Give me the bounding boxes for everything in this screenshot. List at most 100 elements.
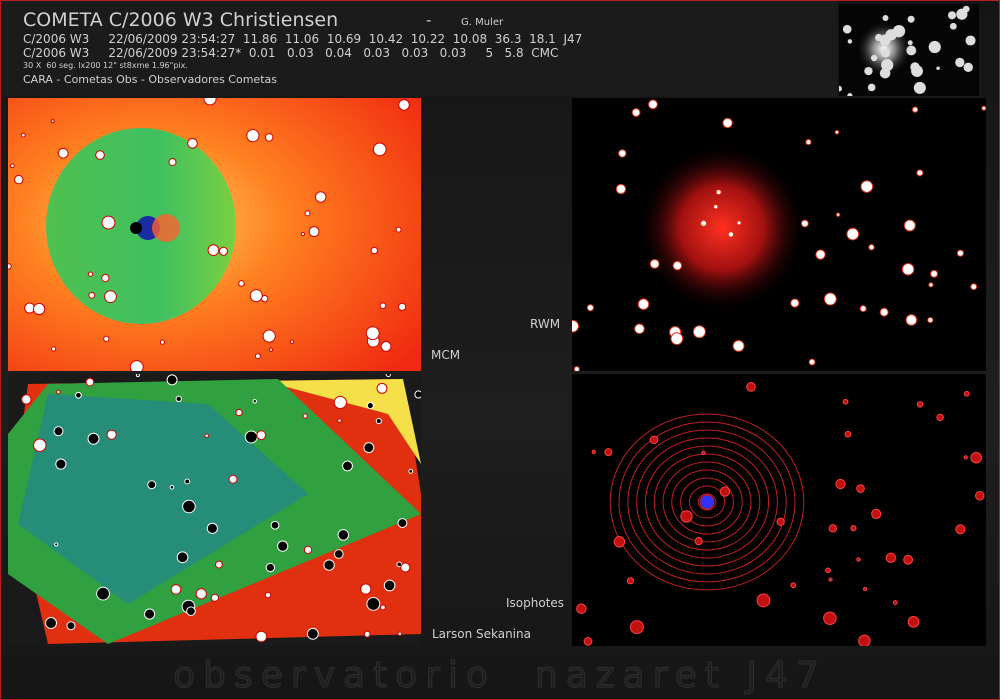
star: [244, 430, 258, 444]
star: [228, 474, 238, 484]
panel-label: Isophotes: [506, 596, 565, 610]
star: [586, 304, 594, 312]
star: [66, 621, 76, 631]
star: [963, 455, 968, 460]
star: [379, 302, 387, 310]
star: [249, 289, 263, 303]
star: [879, 34, 891, 46]
star: [828, 577, 833, 582]
star: [963, 390, 970, 397]
star: [395, 226, 402, 233]
star: [892, 600, 898, 606]
star: [680, 510, 693, 523]
star: [106, 429, 117, 440]
star: [847, 93, 853, 96]
separator: -: [426, 11, 432, 29]
star: [870, 54, 878, 62]
star: [906, 45, 917, 56]
star: [372, 142, 387, 157]
star: [414, 390, 421, 399]
star: [246, 129, 260, 143]
star: [903, 219, 916, 232]
star: [936, 66, 940, 70]
star: [264, 591, 272, 599]
star: [168, 158, 177, 167]
star: [844, 430, 852, 438]
star: [701, 450, 706, 456]
star: [195, 588, 207, 600]
star: [573, 366, 580, 371]
star: [846, 227, 860, 241]
star: [694, 537, 703, 546]
star: [360, 583, 372, 595]
star: [215, 560, 223, 569]
star: [901, 262, 915, 276]
star: [936, 413, 944, 422]
header-bg: [1, 1, 837, 96]
star: [970, 451, 982, 464]
star: [129, 360, 144, 371]
isophotes-image: [572, 374, 986, 646]
star: [365, 326, 380, 341]
star: [637, 298, 650, 310]
star: [970, 283, 978, 291]
star: [333, 549, 344, 559]
star: [398, 99, 410, 111]
credits: CARA - Cometas Obs - Observadores Cometa…: [23, 73, 277, 86]
star: [159, 339, 166, 345]
star: [262, 329, 276, 343]
star: [680, 477, 734, 527]
star: [815, 249, 826, 260]
star: [648, 99, 658, 110]
star: [981, 105, 986, 111]
title: COMETA C/2006 W3 Christiensen: [23, 9, 339, 31]
star: [825, 567, 831, 574]
star: [905, 314, 918, 326]
star: [835, 478, 846, 490]
star: [885, 552, 896, 563]
star: [790, 298, 800, 308]
star: [823, 611, 837, 625]
star: [615, 183, 627, 195]
star: [850, 525, 857, 532]
star: [627, 429, 787, 575]
star: [385, 374, 392, 378]
star: [303, 545, 313, 555]
star: [863, 587, 868, 592]
star: [618, 149, 627, 158]
star: [306, 627, 319, 640]
star: [776, 517, 785, 527]
star: [692, 325, 706, 339]
star: [644, 445, 770, 559]
star: [75, 391, 82, 399]
star: [376, 382, 388, 394]
star: [366, 596, 381, 611]
star: [304, 210, 311, 217]
star: [719, 486, 731, 497]
star: [634, 323, 645, 335]
star: [965, 35, 976, 46]
star: [756, 593, 771, 608]
star: [256, 430, 267, 441]
star: [187, 138, 198, 149]
star: [790, 582, 797, 589]
star: [54, 542, 59, 547]
star: [653, 453, 761, 551]
star: [631, 108, 641, 117]
star: [337, 529, 350, 541]
setup: 30 X 60 seg. lx200 12" st8xme 1.96"pix.: [23, 61, 188, 70]
star: [649, 258, 660, 269]
star: [337, 418, 342, 423]
star: [53, 426, 64, 437]
footer-watermark: observatorio nazaret J47: [173, 655, 827, 697]
star: [20, 132, 26, 138]
data-line: C/2006 W3 22/06/2009 23:54:27 11.86 11.0…: [23, 32, 583, 46]
star: [928, 40, 941, 54]
star: [8, 263, 12, 270]
star: [314, 191, 327, 203]
star: [907, 15, 915, 23]
star: [697, 493, 717, 511]
star: [397, 631, 403, 636]
star: [880, 48, 891, 58]
